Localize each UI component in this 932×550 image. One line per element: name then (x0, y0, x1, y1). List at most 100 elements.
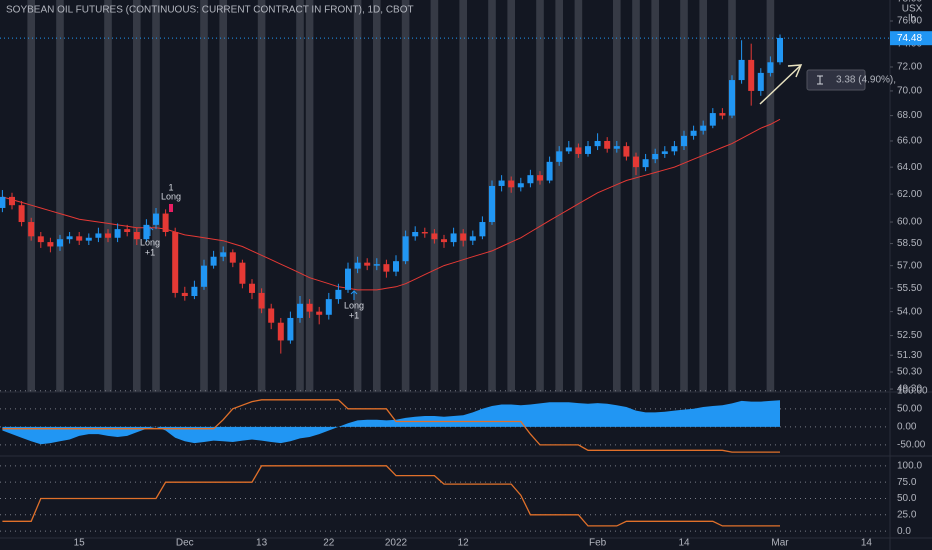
candle-body (508, 180, 515, 188)
candle-body (383, 264, 390, 272)
candle-body (671, 146, 678, 152)
candle-body (393, 261, 399, 272)
candle-body (297, 303, 303, 318)
candle-body (517, 183, 524, 188)
candle-body (143, 224, 150, 240)
highlight-band (459, 0, 467, 392)
candle-body (681, 135, 687, 147)
x-tick-label: Feb (589, 538, 607, 549)
annotation: +1 (145, 247, 155, 257)
x-tick-label: 22 (323, 538, 335, 549)
x-tick-label: Mar (771, 538, 789, 549)
highlight-band (680, 0, 688, 392)
candle-body (585, 146, 591, 154)
annotation: Long (140, 237, 160, 247)
measure-box (806, 69, 866, 91)
annotation: +1 (349, 310, 359, 320)
candle-body (537, 175, 543, 181)
x-tick-label: 14 (861, 538, 873, 549)
highlight-band (373, 0, 381, 392)
candle-body (354, 262, 361, 269)
highlight-band (200, 0, 208, 392)
candle-body (661, 151, 668, 154)
candle-body (623, 146, 630, 157)
x-tick-label: 13 (256, 538, 268, 549)
candle-body (652, 153, 659, 160)
indicator-line (2, 465, 780, 527)
highlight-band (536, 0, 544, 392)
candle-body (373, 264, 380, 266)
y-tick-label: 78.00 (897, 0, 922, 5)
candle-body (229, 252, 236, 263)
unit: lb (908, 14, 916, 25)
candle-body (0, 196, 6, 208)
candle-body (201, 265, 207, 287)
highlight-band (430, 0, 439, 392)
y-tick-label: 0.00 (897, 422, 917, 433)
x-tick-label: 14 (678, 538, 690, 549)
y-tick-label: 51.30 (897, 350, 922, 361)
candle-body (345, 268, 351, 290)
candle-body (738, 59, 745, 81)
x-tick-label: 2022 (385, 538, 408, 549)
y-tick-label: 49.30 (897, 384, 922, 395)
highlight-band (766, 0, 775, 392)
highlight-band (257, 0, 266, 392)
y-tick-label: 50.0 (897, 493, 917, 504)
candle-body (402, 236, 409, 262)
annotation: 1 (168, 182, 173, 192)
y-tick-label: 72.00 (897, 62, 922, 73)
candle-body (210, 256, 217, 266)
highlight-band (152, 0, 160, 392)
candle-body (191, 286, 198, 297)
candle-body (767, 62, 774, 73)
candle-body (421, 232, 428, 234)
candle-body (316, 311, 323, 315)
measure-icon (817, 75, 823, 85)
highlight-band (401, 0, 410, 392)
y-tick-label: 70.00 (897, 86, 922, 97)
candle-body (527, 175, 534, 184)
candle-body (249, 283, 255, 293)
last-price-label: 74.48 (897, 33, 922, 44)
candle-body (37, 236, 44, 243)
highlight-band (699, 0, 707, 392)
candle-body (57, 239, 63, 247)
candle-body (412, 232, 419, 237)
candle-body (105, 233, 111, 238)
candle-body (700, 125, 707, 131)
measure-line (759, 65, 801, 105)
y-tick-label: 76.00 (897, 16, 922, 27)
candle-body (95, 233, 102, 238)
candle-body (450, 233, 457, 243)
candle-body (268, 308, 275, 323)
candle-body (18, 205, 25, 223)
candle-body (124, 229, 131, 233)
highlight-band (555, 0, 563, 392)
highlight-bands (27, 0, 775, 392)
highlight-band (104, 0, 112, 392)
candle-body (277, 322, 284, 341)
x-tick-label: 12 (458, 538, 470, 549)
y-tick-label: 55.50 (897, 283, 922, 294)
y-tick-label: 58.50 (897, 238, 922, 249)
highlight-band (296, 0, 304, 392)
candle-body (325, 299, 332, 315)
candle-body (181, 292, 188, 297)
candle-body (748, 59, 755, 91)
measure-arrow (787, 64, 803, 78)
candle-body (133, 232, 140, 240)
candle-body (220, 252, 227, 257)
highlight-band (27, 0, 35, 392)
y-tick-label: 75.0 (897, 477, 917, 488)
candle-body (431, 233, 438, 240)
y-tick-label: 62.00 (897, 189, 922, 200)
highlight-band (56, 0, 64, 392)
y-tick-label: -50.00 (897, 440, 926, 451)
candle-body (546, 161, 553, 181)
signal-arrow (350, 290, 358, 300)
annotation: Long (344, 300, 364, 310)
y-tick-label: 52.50 (897, 330, 922, 341)
measure-label: 3.38 (4.90%), (836, 75, 896, 86)
candle-body (258, 292, 265, 309)
